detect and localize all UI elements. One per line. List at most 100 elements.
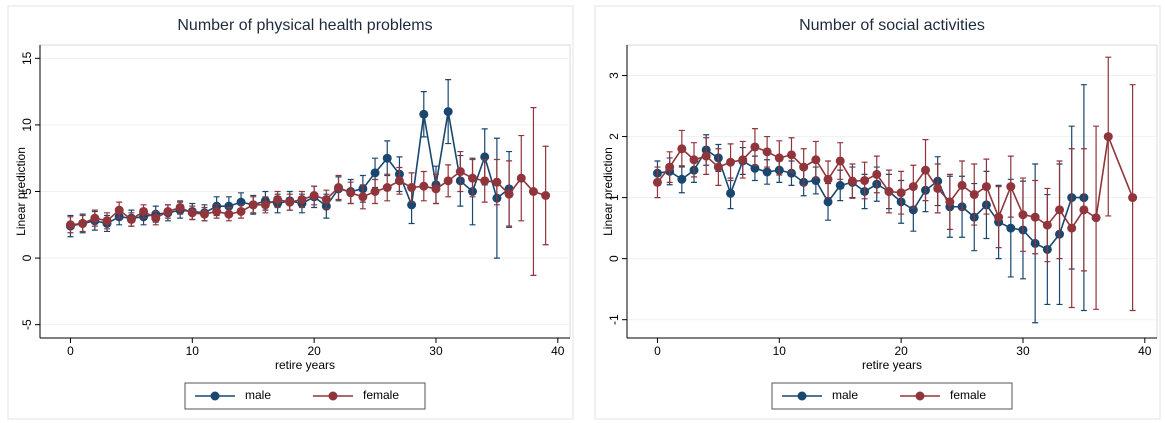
point [382, 153, 392, 163]
point [908, 182, 918, 192]
legend-label: female [950, 388, 986, 402]
point [921, 165, 931, 175]
point [528, 187, 538, 196]
x-tick-label: 40 [1138, 344, 1152, 358]
point [455, 167, 465, 177]
y-tick-label: 0 [20, 254, 34, 261]
point [394, 176, 404, 186]
point [321, 194, 331, 204]
point [443, 107, 453, 117]
x-axis-label: retire years [862, 358, 922, 372]
point [504, 189, 514, 199]
point [872, 169, 882, 179]
point [480, 176, 490, 186]
legend-label: male [832, 388, 858, 402]
point [212, 206, 222, 216]
point [65, 220, 75, 230]
point [823, 174, 833, 184]
point [823, 197, 833, 207]
point [236, 206, 246, 216]
x-tick-label: 0 [67, 344, 74, 358]
y-axis-label: Linear prediction [601, 147, 615, 236]
point [126, 214, 136, 224]
point [762, 167, 772, 177]
point [1030, 212, 1040, 222]
y-tick-label: 2 [607, 133, 621, 140]
y-tick-label: 15 [20, 51, 34, 65]
point [750, 142, 760, 152]
point [1091, 213, 1101, 223]
point [541, 190, 551, 200]
legend-label: female [363, 388, 399, 402]
point [677, 144, 687, 154]
point [248, 200, 258, 210]
point [1067, 223, 1077, 233]
point [969, 190, 979, 200]
x-tick-label: 40 [551, 344, 565, 358]
point [163, 206, 173, 216]
point [896, 188, 906, 198]
point [187, 208, 197, 218]
x-tick-label: 30 [429, 344, 443, 358]
point [847, 176, 857, 186]
point [738, 155, 748, 165]
point [370, 187, 380, 196]
point [713, 162, 723, 172]
point [78, 218, 88, 228]
point [334, 183, 344, 193]
x-tick-label: 0 [654, 344, 661, 358]
point [726, 188, 736, 198]
point [407, 183, 417, 193]
point [90, 213, 100, 223]
point [224, 209, 234, 219]
point [860, 176, 870, 186]
point [273, 194, 283, 204]
point [665, 162, 675, 172]
point [1006, 182, 1016, 192]
point [309, 190, 319, 200]
point [786, 168, 796, 178]
point [750, 163, 760, 173]
y-tick-label: 3 [607, 72, 621, 79]
chart-title: Number of physical health problems [177, 17, 432, 34]
point [1128, 193, 1138, 203]
point [1042, 220, 1052, 230]
point [492, 177, 502, 187]
x-tick-label: 20 [894, 344, 908, 358]
x-tick-label: 10 [186, 344, 200, 358]
point [102, 216, 112, 226]
point [285, 197, 295, 207]
legend-label: male [245, 388, 271, 402]
x-axis-label: retire years [275, 358, 335, 372]
point [1079, 205, 1089, 215]
point [762, 147, 772, 157]
point [297, 194, 307, 204]
point [431, 184, 441, 194]
point [774, 153, 784, 163]
point [199, 209, 209, 219]
point [516, 173, 526, 183]
point [1103, 132, 1113, 142]
point [358, 192, 368, 202]
y-tick-label: -1 [607, 314, 621, 325]
point [419, 109, 429, 119]
legend-marker [797, 391, 807, 401]
point [382, 183, 392, 193]
point [689, 155, 699, 165]
point [114, 205, 124, 215]
point [468, 173, 478, 183]
point [175, 202, 185, 212]
y-tick-label: 10 [20, 118, 34, 132]
x-tick-label: 20 [307, 344, 321, 358]
point [726, 157, 736, 167]
y-tick-label: 0 [607, 255, 621, 262]
point [799, 162, 809, 172]
point [652, 177, 662, 187]
point [835, 180, 845, 190]
point [981, 182, 991, 192]
point [701, 151, 711, 161]
series-line [70, 170, 546, 226]
x-tick-label: 10 [773, 344, 787, 358]
point [346, 188, 356, 198]
